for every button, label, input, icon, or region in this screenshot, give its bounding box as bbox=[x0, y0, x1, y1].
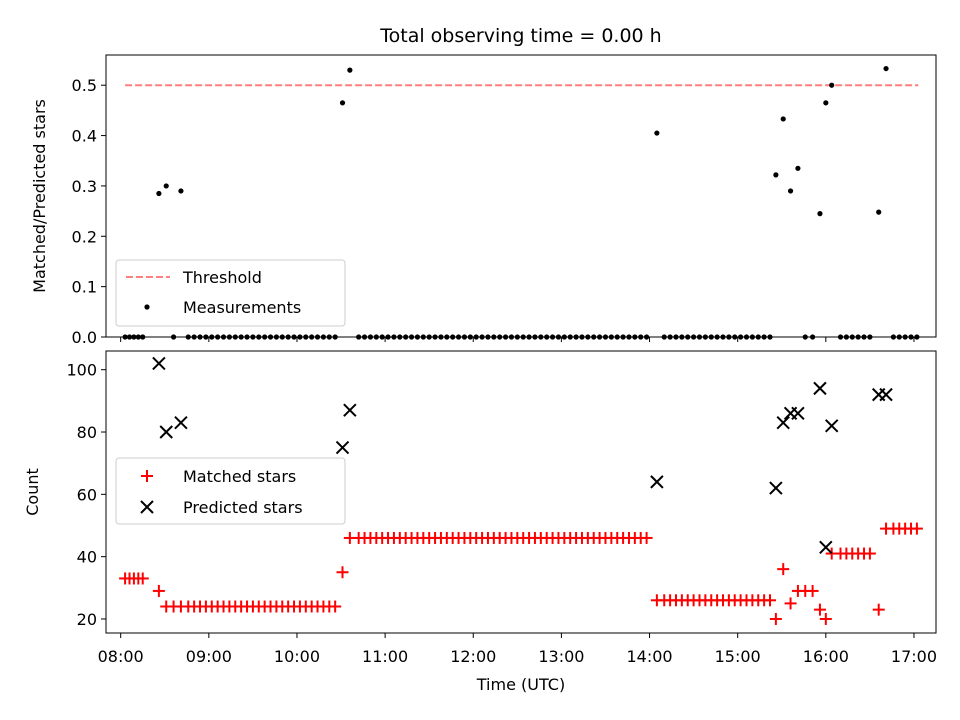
matched-star-point bbox=[872, 603, 885, 616]
x-tick-label: 11:00 bbox=[362, 647, 408, 666]
legend-predicted-swatch bbox=[140, 500, 154, 514]
matched-star-point bbox=[813, 603, 826, 616]
bottom-y-ticks: 20 40 60 80 100 bbox=[66, 361, 106, 629]
x-tick-label: 12:00 bbox=[450, 647, 496, 666]
x-axis-label: Time (UTC) bbox=[476, 675, 565, 694]
x-tick-label: 15:00 bbox=[715, 647, 761, 666]
measurement-point bbox=[817, 211, 823, 217]
bottom-y-tick-label: 100 bbox=[66, 361, 97, 380]
x-tick-label: 17:00 bbox=[891, 647, 937, 666]
predicted-star-point bbox=[776, 415, 790, 430]
matched-star-point bbox=[806, 584, 819, 597]
bottom-y-tick-label: 80 bbox=[77, 423, 97, 442]
predicted-star-point bbox=[791, 406, 805, 421]
matched-star-point bbox=[910, 522, 923, 535]
x-tick-label: 10:00 bbox=[274, 647, 320, 666]
measurement-point bbox=[178, 188, 184, 194]
predicted-star-point bbox=[813, 381, 827, 396]
top-y-tick-label: 0.5 bbox=[72, 76, 97, 95]
x-tick-label: 09:00 bbox=[186, 647, 232, 666]
measurement-point bbox=[654, 130, 660, 136]
bottom-y-tick-label: 40 bbox=[77, 548, 97, 567]
legend-measurements-swatch bbox=[144, 304, 150, 310]
measurement-point bbox=[823, 100, 829, 106]
predicted-star-point bbox=[343, 403, 357, 417]
measurement-point bbox=[773, 172, 779, 178]
legend-matched-swatch bbox=[141, 470, 153, 482]
matched-star-point bbox=[136, 572, 149, 585]
matched-star-point bbox=[769, 612, 782, 625]
matched-star-point bbox=[819, 612, 832, 625]
predicted-star-point bbox=[159, 425, 173, 439]
legend-predicted-label: Predicted stars bbox=[183, 498, 303, 517]
measurement-point bbox=[156, 190, 162, 197]
top-axes-frame bbox=[105, 54, 937, 338]
bottom-legend: Matched stars Predicted stars bbox=[115, 457, 346, 525]
top-y-tick-label: 0.1 bbox=[72, 278, 97, 297]
predicted-star-point bbox=[650, 475, 664, 489]
predicted-star-point bbox=[824, 419, 839, 433]
predicted-star-point bbox=[152, 356, 166, 371]
measurement-point bbox=[876, 209, 882, 215]
measurement-point bbox=[829, 82, 835, 88]
measurement-point bbox=[787, 188, 794, 194]
matched-star-point bbox=[784, 597, 797, 610]
predicted-star-point bbox=[819, 540, 833, 555]
top-legend: Threshold Measurements bbox=[115, 259, 346, 327]
top-y-tick-label: 0.4 bbox=[72, 127, 97, 146]
legend-matched-label: Matched stars bbox=[183, 467, 296, 486]
legend-measurements-label: Measurements bbox=[183, 298, 301, 317]
matched-star-point bbox=[640, 531, 653, 544]
predicted-star-point bbox=[174, 415, 188, 430]
x-tick-label: 16:00 bbox=[803, 647, 849, 666]
legend-threshold-label: Threshold bbox=[182, 268, 262, 287]
chart-title: Total observing time = 0.00 h bbox=[379, 25, 661, 47]
predicted-star-point bbox=[335, 440, 350, 455]
matched-star-point bbox=[863, 547, 876, 560]
matched-star-point bbox=[152, 584, 165, 597]
x-tick-label: 14:00 bbox=[626, 647, 672, 666]
matched-star-point bbox=[329, 600, 342, 613]
measurement-point bbox=[163, 183, 169, 189]
top-y-tick-label: 0.3 bbox=[72, 177, 97, 196]
bottom-axes-frame bbox=[105, 350, 937, 634]
measurement-point bbox=[780, 116, 786, 122]
bottom-plot-area bbox=[119, 356, 923, 625]
top-y-tick-label: 0.2 bbox=[72, 227, 97, 246]
predicted-star-point bbox=[769, 481, 783, 495]
top-y-axis-label: Matched/Predicted stars bbox=[30, 99, 49, 293]
measurement-point bbox=[795, 165, 801, 171]
x-tick-label: 08:00 bbox=[98, 647, 144, 666]
predicted-star-point bbox=[879, 387, 893, 402]
bottom-x-ticks: 08:00 09:00 10:00 11:00 12:00 13:00 14:00 15:00… bbox=[98, 633, 937, 666]
bottom-y-tick-label: 20 bbox=[77, 610, 97, 629]
top-y-tick-label: 0.0 bbox=[72, 328, 97, 347]
matched-star-point bbox=[764, 594, 776, 607]
top-x-ticks bbox=[120, 337, 915, 342]
bottom-y-tick-label: 60 bbox=[77, 485, 97, 504]
top-legend-box bbox=[115, 259, 346, 327]
bottom-legend-box bbox=[115, 457, 346, 525]
x-tick-label: 13:00 bbox=[538, 647, 584, 666]
matched-star-point bbox=[777, 563, 790, 576]
measurement-point bbox=[339, 100, 346, 106]
bottom-y-axis-label: Count bbox=[23, 468, 42, 516]
measurement-point bbox=[347, 67, 353, 73]
measurement-point bbox=[883, 65, 889, 72]
top-y-ticks: 0.0 0.1 0.2 0.3 0.4 0.5 bbox=[72, 76, 106, 347]
matched-star-point bbox=[336, 566, 349, 579]
